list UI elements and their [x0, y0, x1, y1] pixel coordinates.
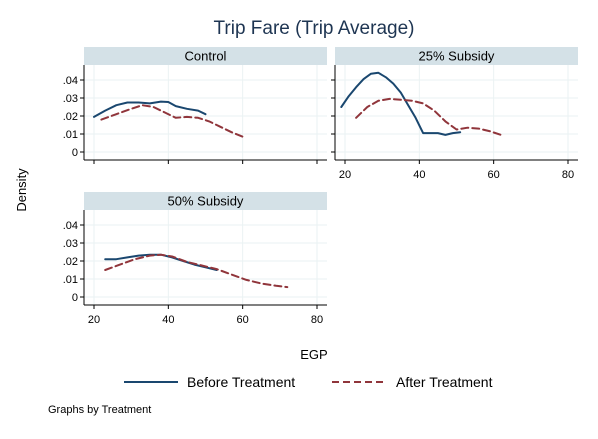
x-axis-title: EGP: [300, 347, 327, 362]
y-tick-label: .03: [63, 238, 78, 250]
panel-header: [335, 47, 578, 65]
y-tick-label: .02: [63, 111, 78, 123]
y-axis-title: Density: [14, 168, 29, 212]
y-tick-label: .01: [63, 274, 78, 286]
y-tick-label: 0: [72, 292, 78, 304]
x-tick-label: 20: [339, 169, 351, 181]
x-tick-label: 20: [88, 314, 100, 326]
before-treatment-line: [340, 71, 462, 136]
x-tick-label: 80: [311, 314, 323, 326]
y-tick-label: .01: [63, 129, 78, 141]
panel-title: 25% Subsidy: [419, 49, 495, 64]
panel-header: [84, 47, 327, 65]
panel-title: 50% Subsidy: [168, 194, 244, 209]
y-tick-label: .02: [63, 256, 78, 268]
before-treatment-line: [104, 253, 218, 271]
panel-header: [84, 192, 327, 210]
x-tick-label: 40: [413, 169, 425, 181]
panel-2: 25% Subsidy 20 40 60 80: [331, 47, 578, 181]
before-treatment-line: [93, 100, 207, 118]
x-tick-label: 60: [488, 169, 500, 181]
y-tick-label: .04: [63, 220, 78, 232]
panel-title: Control: [185, 49, 227, 64]
x-tick-label: 40: [162, 314, 174, 326]
x-tick-label: 60: [237, 314, 249, 326]
chart-legend: Before Treatment After Treatment: [124, 374, 493, 390]
after-treatment-line: [355, 97, 503, 136]
legend-label: Before Treatment: [187, 374, 295, 390]
chart-title: Trip Fare (Trip Average): [214, 18, 415, 39]
graphs-by-note: Graphs by Treatment: [48, 404, 151, 416]
x-tick-label: 80: [562, 169, 574, 181]
after-treatment-line: [104, 253, 289, 289]
panel-1: Control 0 .01 .02 .03 .04: [63, 47, 327, 164]
panel-3: 50% Subsidy 0 .01 .02 .03 .04 20 40 60 80: [63, 192, 327, 326]
legend-label: After Treatment: [396, 374, 493, 390]
y-tick-label: .03: [63, 93, 78, 105]
y-tick-label: 0: [72, 147, 78, 159]
after-treatment-line: [100, 104, 244, 138]
y-tick-label: .04: [63, 75, 78, 87]
